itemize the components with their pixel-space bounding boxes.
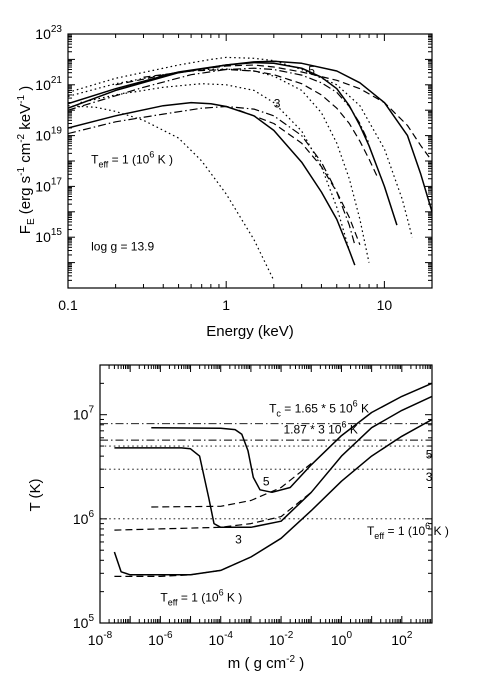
bottom-series-line-2 [114, 395, 432, 529]
bottom-series-line-1 [151, 382, 432, 494]
bottom-chart: 10-8 10-6 10-4 10-2 100 102 105 106 107 Tc = 1.6… [27, 364, 449, 672]
bottom-x-tick-label: 102 [391, 630, 413, 648]
top-y-tick-label: 1015 [35, 227, 62, 245]
top-series-line-2 [68, 61, 398, 226]
bottom-annotation-label-right-3: 3 [426, 470, 433, 484]
top-y-tick-label: 1023 [35, 24, 62, 42]
bottom-x-tick-label: 10-4 [208, 630, 233, 648]
top-chart: 0.1 1 10 1015 1017 1019 1021 1023 5 3 log g = 13.… [16, 24, 433, 340]
top-annotation-label-logg: log g = 13.9 [91, 239, 154, 253]
bottom-x-tick-label: 10-6 [148, 630, 173, 648]
bottom-series-line-5 [114, 491, 312, 531]
bottom-annotation-label-right-5: 5 [426, 447, 433, 461]
bottom-y-tick-label: 106 [73, 509, 95, 527]
bottom-annotation-label-tc-top: Tc = 1.65 * 5 106 K [269, 398, 369, 418]
bottom-y-tick-label: 105 [73, 613, 95, 631]
top-series-line-5 [143, 68, 378, 177]
bottom-y-axis-label: T (K) [27, 478, 44, 511]
top-series-line-4 [115, 64, 432, 162]
bottom-x-axis-label: m ( g cm-2 ) [228, 654, 304, 672]
bottom-x-tick-label: 100 [331, 630, 353, 648]
top-x-tick-label: 10 [377, 297, 393, 313]
top-series-line-1 [68, 60, 432, 213]
bottom-x-tick-label: 10-2 [269, 630, 294, 648]
top-x-tick-label: 1 [222, 297, 230, 313]
top-series-line-7 [68, 68, 370, 263]
top-series-line-8 [80, 83, 350, 251]
bottom-annotation-label-5: 5 [263, 474, 270, 488]
bottom-series-line-3 [113, 418, 432, 576]
bottom-annotation-label-teff-right: Teff = 1 (106 K ) [367, 521, 449, 541]
top-series-line-12 [68, 67, 370, 144]
top-y-tick-label: 1019 [35, 126, 62, 144]
top-annotation-label-3: 3 [274, 96, 281, 110]
bottom-annotation-label-3: 3 [235, 532, 242, 546]
top-x-axis-label: Energy (keV) [206, 323, 294, 340]
top-y-axis-label: FE (erg s-1 cm-2 keV-1 ) [16, 86, 37, 234]
top-series-line-9 [68, 105, 275, 281]
top-series-line-11 [68, 105, 356, 245]
top-annotation-label-teff: Teff = 1 (106 K ) [91, 149, 173, 169]
bottom-y-tick-label: 107 [73, 405, 95, 423]
top-y-tick-label: 1021 [35, 75, 62, 93]
bottom-x-tick-label: 10-8 [88, 630, 113, 648]
bottom-annotation-label-tc-mid: 1.87 * 3 106 K [283, 419, 357, 436]
top-y-tick-label: 1017 [35, 176, 62, 194]
top-series-line-6 [238, 109, 361, 246]
bottom-plot-frame [99, 364, 433, 624]
top-x-tick-label: 0.1 [58, 297, 78, 313]
bottom-series-line-4 [151, 463, 312, 508]
top-annotation-label-5: 5 [308, 64, 315, 78]
bottom-annotation-label-teff-left: Teff = 1 (106 K ) [160, 588, 242, 608]
